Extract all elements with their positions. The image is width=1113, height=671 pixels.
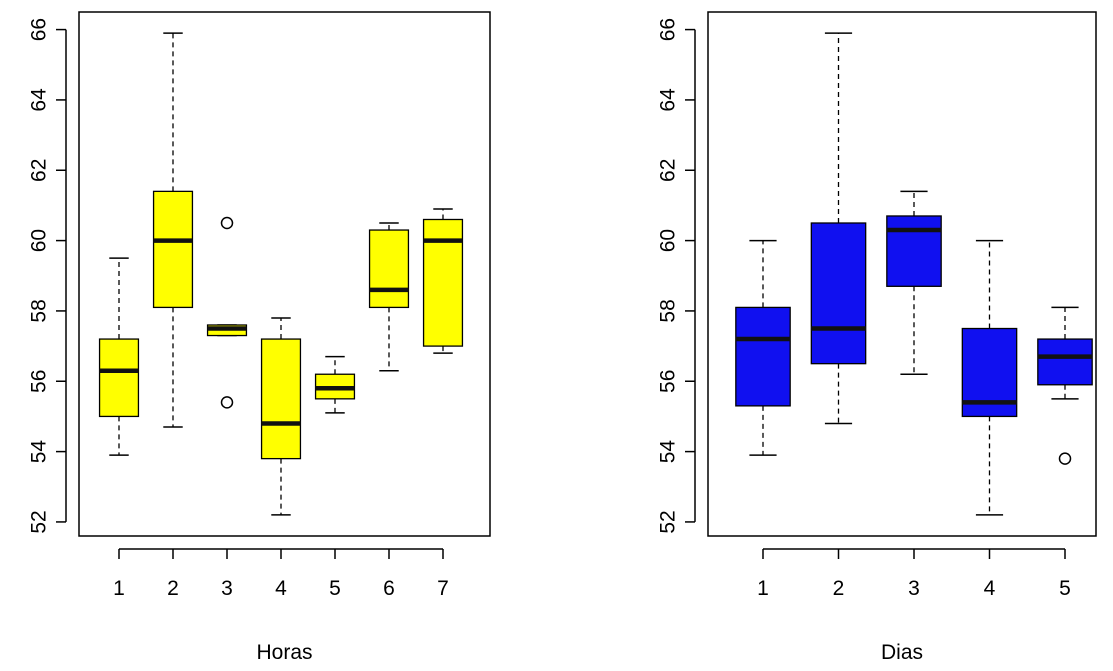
y-tick-label: 52 bbox=[28, 510, 51, 533]
box bbox=[370, 230, 409, 307]
box bbox=[1038, 339, 1092, 385]
y-tick-label: 66 bbox=[28, 18, 51, 41]
y-tick-label: 54 bbox=[657, 440, 680, 464]
x-tick-label: 4 bbox=[275, 577, 287, 600]
y-tick-label: 58 bbox=[657, 299, 680, 322]
x-tick-label: 6 bbox=[383, 577, 395, 600]
outlier bbox=[222, 397, 233, 408]
y-tick-label: 60 bbox=[657, 229, 680, 252]
x-tick-label: 4 bbox=[984, 577, 996, 600]
y-tick-label: 64 bbox=[28, 88, 51, 112]
x-tick-label: 2 bbox=[167, 577, 179, 600]
box bbox=[887, 216, 941, 286]
x-tick-label: 3 bbox=[221, 577, 233, 600]
x-tick-label: 5 bbox=[329, 577, 341, 600]
y-tick-label: 54 bbox=[28, 440, 51, 464]
chart: 52545658606264661234567Horas525456586062… bbox=[0, 0, 1113, 666]
outlier bbox=[222, 218, 233, 229]
x-tick-label: 7 bbox=[437, 577, 449, 600]
box bbox=[262, 339, 301, 459]
y-tick-label: 66 bbox=[657, 18, 680, 41]
box bbox=[100, 339, 139, 416]
y-tick-label: 52 bbox=[657, 510, 680, 533]
y-tick-label: 56 bbox=[657, 370, 680, 393]
y-tick-label: 56 bbox=[28, 370, 51, 393]
box bbox=[736, 307, 790, 405]
outlier bbox=[1060, 453, 1071, 464]
box bbox=[811, 223, 865, 364]
y-tick-label: 62 bbox=[657, 159, 680, 182]
x-axis-label: Horas bbox=[256, 641, 312, 664]
x-tick-label: 1 bbox=[757, 577, 769, 600]
y-tick-label: 60 bbox=[28, 229, 51, 252]
x-tick-label: 1 bbox=[113, 577, 125, 600]
x-tick-label: 5 bbox=[1059, 577, 1071, 600]
x-axis-label: Dias bbox=[881, 641, 923, 664]
y-tick-label: 58 bbox=[28, 299, 51, 322]
x-tick-label: 3 bbox=[908, 577, 920, 600]
x-tick-label: 2 bbox=[833, 577, 845, 600]
y-tick-label: 64 bbox=[657, 88, 680, 112]
box bbox=[154, 191, 193, 307]
y-tick-label: 62 bbox=[28, 159, 51, 182]
